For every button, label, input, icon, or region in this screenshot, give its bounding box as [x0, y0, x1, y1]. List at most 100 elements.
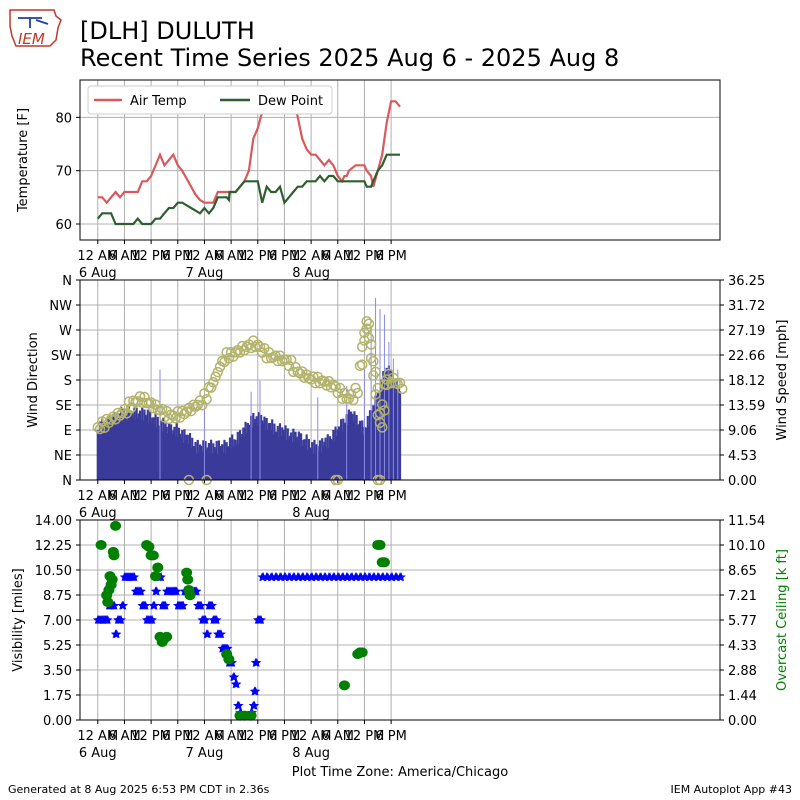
ceiling-point [95, 539, 107, 550]
wind-speed-bar [120, 406, 123, 480]
wind-speed-bar [256, 425, 259, 480]
wind-speed-bar [190, 448, 193, 480]
wind-speed-bar [105, 430, 108, 480]
wind-direction-point [336, 393, 348, 405]
x-tick-label: 12 PM [131, 729, 171, 744]
wind-speed-bar [113, 426, 116, 480]
wind-speed-bar [343, 423, 346, 480]
wind-speed-bar [275, 431, 278, 480]
wind-speed-bar [187, 444, 190, 480]
wind-direction-point [363, 318, 375, 330]
y-tick-label: SE [56, 399, 72, 414]
wind-speed-bar [248, 427, 252, 480]
logo-text: IEM [18, 30, 45, 48]
visibility-point [196, 600, 206, 610]
y2-axis-label: Wind Speed [mph] [775, 320, 790, 441]
wind-speed-bar [184, 440, 187, 480]
wind-direction-point [370, 366, 381, 378]
wind-speed-bar [288, 435, 292, 480]
ceiling-point [245, 710, 257, 721]
wind-speed-bar [360, 432, 363, 480]
wind-speed-bar [375, 406, 378, 480]
wind-speed-bar [338, 433, 342, 480]
wind-speed-bar [347, 409, 350, 480]
wind-speed-bar [266, 429, 269, 480]
wind-speed-bar [364, 427, 367, 480]
wind-speed-bar [152, 417, 155, 480]
wind-speed-bar [388, 380, 392, 480]
wind-speed-bar [114, 412, 117, 480]
wind-speed-bar [186, 434, 189, 480]
wind-speed-bar [202, 440, 205, 480]
visibility-point [129, 572, 140, 582]
wind-speed-bar [251, 427, 254, 480]
y-axis-label: Temperature [F] [16, 108, 31, 213]
wind-speed-bar [301, 446, 304, 480]
wind-speed-bar [144, 414, 147, 480]
wind-speed-bar [137, 413, 140, 480]
x-tick-label: 12 AM [184, 489, 225, 504]
wind-speed-bar [208, 453, 212, 480]
wind-speed-bar [328, 436, 332, 480]
wind-speed-bar [110, 420, 113, 480]
wind-direction-point [365, 339, 377, 350]
wind-speed-bar [147, 423, 150, 480]
x-date-label: 7 Aug [186, 746, 224, 761]
wind-speed-bar [237, 444, 240, 480]
y-tick-label: SW [51, 349, 72, 364]
wind-direction-point [201, 394, 212, 405]
wind-speed-bar [197, 452, 200, 480]
wind-speed-bar [358, 420, 362, 480]
wind-speed-bar [221, 444, 224, 480]
y2-tick-label: 13.59 [728, 399, 765, 414]
wind-direction-point [354, 360, 366, 372]
wind-direction-point [394, 377, 406, 389]
visibility-point [171, 586, 182, 596]
y-axis-label: Wind Direction [26, 332, 41, 428]
wind-direction-point [356, 359, 368, 370]
y-tick-label: 12.25 [35, 539, 72, 554]
wind-speed-bar [100, 433, 103, 480]
wind-speed-bar [318, 440, 322, 480]
wind-speed-bar [306, 449, 309, 480]
wind-speed-bar [390, 369, 393, 480]
visibility-point [109, 600, 120, 610]
wind-direction-point [365, 352, 377, 364]
wind-speed-bar [267, 423, 270, 480]
wind-speed-bar [122, 408, 125, 480]
wind-direction-point [368, 356, 379, 367]
wind-speed-bar [313, 439, 316, 480]
y2-tick-label: 10.10 [728, 539, 765, 554]
wind-speed-bar [350, 411, 353, 480]
x-tick-label: 6 AM [215, 489, 248, 504]
wind-speed-bar [200, 445, 203, 480]
wind-speed-bar [181, 430, 184, 480]
wind-direction-point [270, 350, 281, 361]
wind-speed-bar [195, 453, 198, 480]
visibility-point [234, 700, 244, 710]
wind-speed-bar [386, 375, 389, 480]
wind-speed-bar [314, 452, 317, 480]
ceiling-point [110, 520, 122, 531]
wind-speed-bar [177, 427, 180, 480]
visibility-point [249, 700, 260, 710]
y2-tick-label: 27.19 [728, 324, 765, 339]
wind-speed-bar [341, 431, 344, 480]
wind-direction-point [330, 381, 341, 392]
wind-speed-bar [131, 413, 134, 480]
wind-speed-bar [348, 420, 352, 480]
wind-speed-bar [295, 436, 298, 480]
wind-speed-bar [290, 432, 293, 480]
wind-speed-bar [312, 453, 315, 480]
wind-speed-bar [330, 438, 333, 480]
y2-tick-label: 22.66 [728, 349, 765, 364]
wind-speed-bar [354, 426, 357, 480]
wind-speed-bar [163, 430, 166, 480]
wind-speed-bar [175, 423, 178, 480]
x-date-label: 6 Aug [79, 506, 117, 521]
wind-speed-bar [234, 439, 237, 480]
wind-speed-bar [296, 438, 299, 480]
app-footer: IEM Autoplot App #43 [670, 783, 793, 796]
wind-speed-bar [217, 440, 220, 480]
